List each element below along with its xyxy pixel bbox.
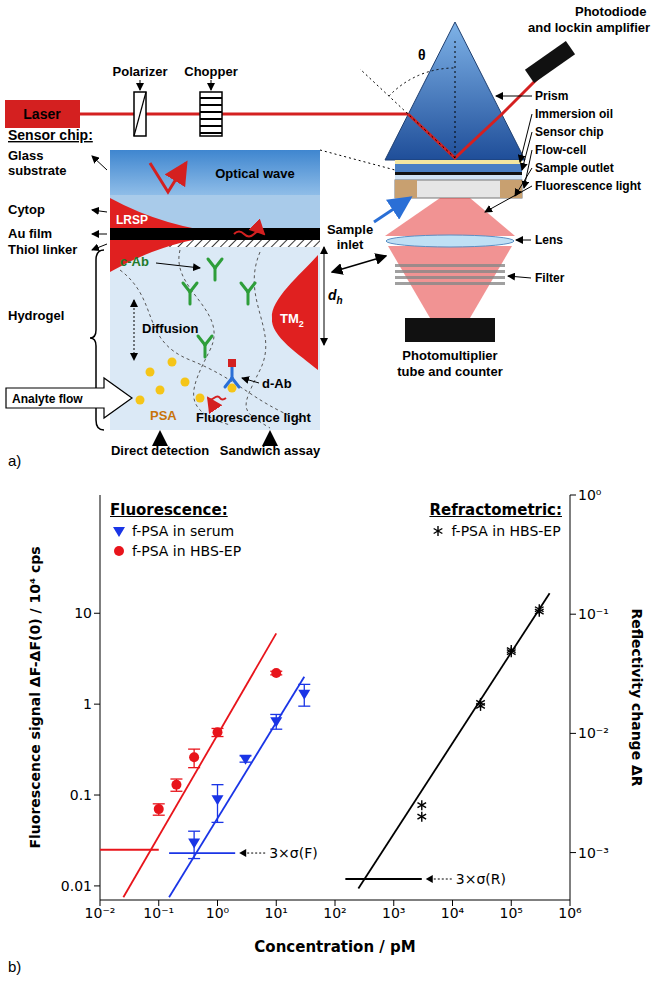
svg-text:Laser: Laser [23,106,61,122]
svg-text:d-Ab: d-Ab [262,376,292,391]
svg-text:10⁰: 10⁰ [578,487,602,503]
svg-text:10⁻²: 10⁻² [85,905,116,921]
svg-text:Prism: Prism [535,89,568,103]
svg-text:Polarizer: Polarizer [113,64,168,79]
svg-text:substrate: substrate [8,163,67,178]
svg-text:Immersion oil: Immersion oil [535,107,613,121]
svg-text:Optical wave: Optical wave [215,166,294,181]
svg-text:LRSP: LRSP [116,213,148,227]
svg-text:c-Ab: c-Ab [120,254,149,269]
svg-text:Sandwich assay: Sandwich assay [220,443,321,458]
svg-text:Sample outlet: Sample outlet [535,161,614,175]
svg-text:Chopper: Chopper [184,64,237,79]
svg-text:Diffusion: Diffusion [142,321,198,336]
svg-text:Photomultiplier: Photomultiplier [402,348,497,363]
svg-text:Au film: Au film [8,226,52,241]
svg-text:Sensor chip:: Sensor chip: [8,127,93,143]
svg-text:10⁰: 10⁰ [206,905,230,921]
svg-text:a): a) [8,452,21,469]
svg-text:10²: 10² [323,905,346,921]
svg-text:inlet: inlet [337,237,364,252]
svg-text:Reflectivity change ΔR: Reflectivity change ΔR [629,608,645,786]
svg-text:10⁻²: 10⁻² [578,725,609,741]
svg-text:Direct detection: Direct detection [111,443,209,458]
svg-text:10⁻³: 10⁻³ [578,845,609,861]
svg-text:Photodiode: Photodiode [575,4,647,19]
svg-text:0.1: 0.1 [70,787,92,803]
html-text:f-PSA in serum: f-PSA in serum [132,523,235,539]
svg-text:10³: 10³ [382,905,405,921]
svg-text:and lockin amplifier: and lockin amplifier [528,20,650,35]
svg-text:10⁵: 10⁵ [500,905,523,921]
svg-text:1: 1 [83,696,92,712]
svg-text:10⁻¹: 10⁻¹ [578,606,609,622]
svg-text:Fluorescence light: Fluorescence light [196,410,312,425]
svg-text:10⁶: 10⁶ [558,905,582,921]
html-text:f-PSA in HBS-EP: f-PSA in HBS-EP [132,543,242,559]
svg-text:Hydrogel: Hydrogel [8,308,64,323]
svg-text:PSA: PSA [150,408,177,423]
svg-text:10¹: 10¹ [265,905,288,921]
svg-text:Glass: Glass [8,148,43,163]
svg-text:Fluorescence signal ΔF-ΔF(0) /: Fluorescence signal ΔF-ΔF(0) / 10⁴ cps [27,546,43,848]
svg-text:Thiol linker: Thiol linker [8,242,77,257]
svg-text:Lens: Lens [535,233,563,247]
svg-text:θ: θ [418,47,426,63]
svg-text:10: 10 [74,605,92,621]
svg-text:Flow-cell: Flow-cell [535,143,586,157]
html-text:f-PSA in HBS-EP: f-PSA in HBS-EP [451,523,561,539]
svg-text:Analyte flow: Analyte flow [12,392,83,406]
svg-text:Filter: Filter [535,271,565,285]
svg-text:tube and counter: tube and counter [397,364,502,379]
svg-text:0.01: 0.01 [61,878,92,894]
html-text:b): b) [8,958,22,975]
svg-text:dh: dh [328,287,343,306]
svg-text:Concentration / pM: Concentration / pM [254,938,415,956]
svg-text:Sensor chip: Sensor chip [535,125,604,139]
svg-text:TM2: TM2 [280,311,304,329]
html-text:Fluorescence:: Fluorescence: [110,501,228,519]
html-text:Refractometric:: Refractometric: [429,501,562,519]
svg-text:3×σ(R): 3×σ(R) [456,871,506,887]
svg-text:3×σ(F): 3×σ(F) [269,845,318,861]
svg-text:10⁴: 10⁴ [441,905,465,921]
svg-text:Fluorescence light: Fluorescence light [535,179,641,193]
svg-text:10⁻¹: 10⁻¹ [143,905,174,921]
svg-text:Cytop: Cytop [8,202,45,217]
svg-text:Sample: Sample [327,222,373,237]
